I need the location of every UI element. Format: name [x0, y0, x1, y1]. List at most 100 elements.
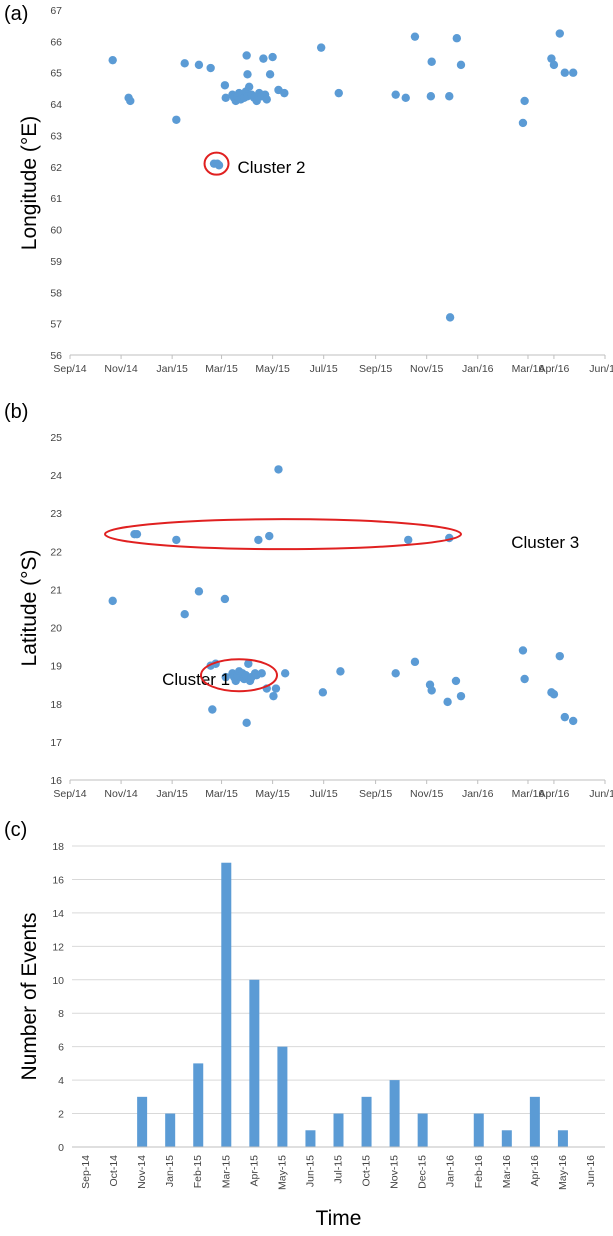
data-point — [560, 712, 570, 722]
data-point — [560, 68, 570, 77]
data-point — [262, 95, 271, 104]
data-point — [220, 594, 230, 604]
data-point — [555, 651, 564, 661]
data-point — [208, 705, 217, 714]
x-tick-label: Sep-14 — [80, 1155, 92, 1189]
y-tick-label: 23 — [50, 508, 62, 520]
x-tick-label: Apr-15 — [248, 1155, 260, 1187]
bar — [361, 1096, 372, 1147]
data-point — [426, 92, 436, 101]
x-tick-label: Sep/15 — [359, 788, 392, 800]
x-tick-label: Nov-14 — [136, 1155, 148, 1189]
data-point — [456, 691, 466, 701]
data-point — [280, 669, 290, 678]
x-tick-label: Feb-15 — [192, 1155, 204, 1188]
data-point — [555, 29, 564, 38]
data-point — [336, 667, 345, 676]
data-point — [180, 610, 189, 619]
x-tick-label: Jul/15 — [310, 788, 338, 800]
x-tick-label: Nov/15 — [410, 788, 443, 800]
x-tick-label: Mar-15 — [220, 1155, 232, 1188]
data-point — [443, 697, 452, 707]
x-tick-label: Dec-15 — [417, 1155, 429, 1189]
x-tick-label: Feb-16 — [473, 1155, 485, 1188]
data-point — [172, 535, 181, 545]
data-point — [316, 43, 326, 52]
y-tick-label: 20 — [50, 623, 62, 635]
cluster-1-highlight — [200, 658, 278, 693]
y-tick-label: 24 — [50, 470, 62, 482]
bar — [305, 1130, 316, 1147]
panel-c-events-bar-chart: (c) Number of Events Time 0 2 4 6 8 10 12 14 16 1… — [4, 819, 605, 1230]
x-tick-label: Mar-16 — [501, 1155, 513, 1188]
bar — [277, 1046, 288, 1147]
data-point — [265, 70, 275, 79]
data-point — [334, 88, 343, 98]
data-point — [451, 676, 461, 686]
x-tick-label: Apr-16 — [529, 1155, 541, 1187]
bar — [529, 1096, 540, 1147]
data-point — [549, 690, 559, 699]
y-tick-label: 16 — [50, 775, 62, 787]
y-tick-label: 59 — [50, 256, 62, 268]
data-point — [456, 60, 466, 70]
x-tick-label: Nov/14 — [104, 788, 137, 800]
bar — [557, 1130, 568, 1147]
panel-b-annotations: Cluster 3 Cluster 1 — [104, 518, 579, 693]
y-tick-label: 67 — [50, 5, 62, 17]
y-tick-label: 16 — [52, 874, 64, 886]
x-tick-label: Mar/15 — [205, 363, 238, 375]
bar — [137, 1096, 148, 1147]
y-tick-label: 66 — [50, 36, 62, 48]
y-tick-label: 4 — [58, 1075, 64, 1087]
y-tick-label: 8 — [58, 1008, 64, 1020]
data-point — [265, 531, 274, 541]
x-tick-label: Jan/16 — [462, 788, 494, 800]
x-tick-label: May-16 — [557, 1155, 569, 1190]
panel-b-label: (b) — [4, 401, 28, 423]
y-tick-label: 62 — [50, 162, 62, 174]
data-point — [391, 669, 400, 678]
data-point — [410, 32, 420, 41]
data-point — [445, 92, 454, 101]
bar — [193, 1063, 204, 1147]
data-point — [520, 674, 529, 684]
data-point — [427, 686, 436, 695]
y-tick-label: 56 — [50, 350, 62, 362]
data-point — [410, 657, 420, 667]
x-tick-label: Jul-15 — [333, 1155, 345, 1184]
x-tick-label: Mar/15 — [205, 788, 238, 800]
y-tick-label: 10 — [52, 975, 64, 987]
data-point — [520, 96, 529, 106]
x-tick-label: Jul/15 — [310, 363, 338, 375]
bar — [389, 1080, 400, 1147]
y-tick-label: 63 — [50, 130, 62, 142]
data-point — [280, 88, 289, 98]
x-tick-label: Nov-15 — [389, 1155, 401, 1189]
x-tick-label: Jun-15 — [304, 1155, 316, 1187]
data-point — [568, 716, 578, 726]
y-tick-label: 2 — [58, 1109, 64, 1121]
x-tick-label: Jun/16 — [589, 788, 613, 800]
bar — [221, 862, 232, 1147]
x-tick-label: Jun/16 — [589, 363, 613, 375]
x-tick-label: Apr/16 — [538, 788, 569, 800]
data-point — [214, 161, 224, 170]
data-point — [549, 60, 559, 70]
bar — [417, 1113, 428, 1147]
panel-a-label: (a) — [4, 3, 28, 25]
data-point — [568, 68, 578, 77]
y-tick-label: 22 — [50, 546, 62, 558]
panel-a-y-axis-label: Longitude (°E) — [18, 116, 41, 250]
x-tick-label: Oct-14 — [108, 1155, 120, 1187]
x-tick-label: Apr/16 — [538, 363, 569, 375]
data-point — [243, 70, 252, 79]
data-point — [108, 596, 117, 606]
data-point — [271, 684, 281, 693]
y-tick-label: 6 — [58, 1042, 64, 1054]
panel-b-points — [108, 465, 578, 728]
panel-c-x-axis-label: Time — [316, 1207, 362, 1230]
x-tick-label: Sep/14 — [53, 363, 86, 375]
cluster-label: Cluster 2 — [237, 158, 305, 177]
